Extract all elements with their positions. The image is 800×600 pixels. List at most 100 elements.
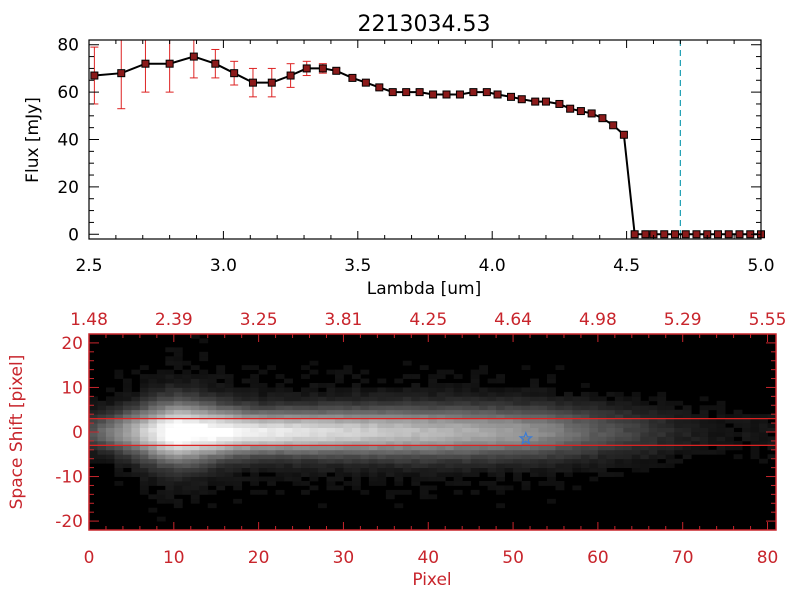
image-cell [182, 467, 192, 473]
image-cell [89, 458, 98, 464]
image-cell [496, 391, 505, 397]
image-cell [284, 418, 293, 424]
x-tick-label: 5.0 [747, 256, 774, 276]
image-cell [530, 414, 539, 420]
image-cell [614, 414, 624, 420]
image-cell [284, 414, 293, 420]
image-cell [445, 449, 455, 455]
image-cell [580, 432, 590, 437]
image-cell [580, 383, 590, 388]
image-cell [402, 374, 412, 379]
data-point [598, 114, 607, 123]
image-cell [538, 418, 548, 424]
image-cell [114, 436, 124, 442]
image-cell [606, 418, 616, 424]
image-cell [640, 454, 650, 460]
image-cell [156, 374, 166, 379]
image-cell [309, 454, 319, 460]
image-cell [173, 405, 183, 411]
image-cell [597, 418, 607, 424]
image-cell [487, 481, 497, 486]
image-cell [173, 347, 183, 353]
image-cell [725, 414, 734, 420]
image-cell [267, 481, 276, 486]
image-cell [699, 396, 709, 402]
image-cell [504, 409, 514, 415]
image-cell [462, 481, 472, 486]
image-cell [563, 436, 573, 442]
image-cell [411, 458, 421, 464]
image-cell [716, 445, 726, 451]
image-cell [580, 427, 590, 433]
image-cell [326, 423, 336, 428]
image-cell [479, 445, 489, 451]
image-cell [394, 463, 404, 469]
image-cell [351, 387, 361, 393]
image-cell [182, 423, 192, 428]
image-cell [190, 449, 200, 455]
image-cell [97, 458, 107, 464]
image-cell [139, 391, 149, 397]
image-cell [89, 409, 98, 415]
image-cell [284, 409, 293, 415]
image-cell [496, 414, 505, 420]
image-cell [301, 449, 310, 455]
image-cell [563, 458, 573, 464]
image-cell [657, 400, 667, 406]
image-cell [445, 458, 455, 464]
image-cell [530, 463, 539, 469]
image-cell [580, 423, 590, 428]
image-cell [750, 418, 760, 424]
y-tick-label: 40 [57, 131, 79, 151]
image-cell [343, 387, 353, 393]
image-cell [190, 445, 200, 451]
image-cell [699, 440, 709, 446]
image-cell [267, 427, 276, 433]
image-cell [377, 454, 387, 460]
image-cell [351, 445, 361, 451]
image-cell [411, 387, 421, 393]
image-cell [233, 400, 243, 406]
image-cell [487, 423, 497, 428]
image-cell [470, 414, 480, 420]
image-y-tick-label: -20 [55, 512, 83, 532]
image-cell [470, 387, 480, 393]
image-cell [563, 463, 573, 469]
image-cell [139, 472, 149, 477]
top-axis-tick-label: 3.25 [240, 310, 278, 330]
image-cell [173, 467, 183, 473]
image-cell [267, 454, 276, 460]
image-cell [606, 449, 616, 455]
image-cell [411, 445, 421, 451]
image-cell [436, 414, 446, 420]
image-cell [182, 391, 192, 397]
image-cell [182, 418, 192, 424]
image-cell [377, 481, 387, 486]
image-cell [530, 472, 539, 477]
image-cell [419, 400, 429, 406]
data-point [117, 69, 126, 78]
image-cell [156, 369, 166, 375]
image-cell [555, 409, 565, 415]
image-cell [114, 391, 124, 397]
image-cell [351, 458, 361, 464]
image-cell [453, 445, 463, 451]
image-cell [334, 445, 344, 451]
data-point [681, 230, 690, 239]
image-cell [496, 476, 505, 482]
image-cell [284, 405, 293, 411]
image-cell [530, 467, 539, 473]
image-cell [343, 365, 353, 371]
image-cell [419, 432, 429, 437]
image-cell [462, 400, 472, 406]
image-cell [623, 440, 633, 446]
image-y-tick-label: 0 [72, 423, 83, 443]
image-cell [513, 400, 522, 406]
image-cell [733, 409, 743, 415]
image-cell [606, 463, 616, 469]
image-cell [216, 463, 226, 469]
image-cell [496, 503, 505, 509]
image-cell [258, 391, 268, 397]
image-cell [487, 458, 497, 464]
image-cell [742, 427, 751, 433]
